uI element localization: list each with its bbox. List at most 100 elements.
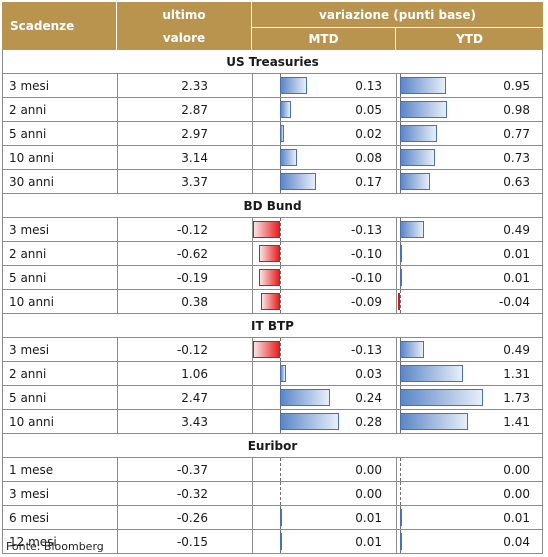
ytd-bar [400, 269, 402, 286]
mtd-value: 0.13 [355, 78, 382, 93]
ytd-cell: 0.01 [397, 266, 544, 289]
column-divider [396, 386, 397, 409]
ytd-bar [400, 77, 446, 94]
column-divider [117, 122, 118, 145]
mtd-bar [280, 413, 339, 430]
header-scadenze: Scadenze [10, 19, 75, 33]
mtd-bar [280, 125, 285, 142]
mtd-bar [280, 77, 308, 94]
mtd-bar [259, 269, 280, 286]
ytd-cell: 0.49 [397, 338, 544, 361]
column-divider [252, 506, 253, 529]
column-divider [396, 74, 397, 97]
mtd-cell: 0.17 [253, 170, 396, 193]
mtd-cell: 0.24 [253, 386, 396, 409]
ytd-cell: 1.31 [397, 362, 544, 385]
last-value: 3.43 [181, 414, 208, 429]
column-divider [117, 170, 118, 193]
ytd-value: 0.01 [503, 270, 530, 285]
column-divider [252, 362, 253, 385]
maturity-label: 2 anni [9, 246, 47, 261]
last-value: 2.87 [181, 102, 208, 117]
maturity-label: 3 mesi [9, 78, 50, 93]
mtd-bar [259, 245, 280, 262]
table-row: 10 anni 0.38 -0.09 -0.04 [3, 290, 542, 314]
table-header: Scadenze ultimo valore variazione (punti… [2, 2, 543, 50]
mtd-bar-axis [280, 290, 281, 313]
column-divider [396, 218, 397, 241]
ytd-cell: -0.04 [397, 290, 544, 313]
table-body: US Treasuries 3 mesi 2.33 0.13 0.95 2 anni 2.8… [2, 50, 543, 554]
ytd-cell: 1.41 [397, 410, 544, 433]
column-divider [252, 458, 253, 481]
column-divider [396, 530, 397, 553]
ytd-cell: 0.95 [397, 74, 544, 97]
last-value: 3.37 [181, 174, 208, 189]
ytd-bar [400, 149, 436, 166]
table-row: 30 anni 3.37 0.17 0.63 [3, 170, 542, 194]
mtd-cell: 0.28 [253, 410, 396, 433]
ytd-value: 1.73 [503, 390, 530, 405]
mtd-bar-axis [280, 338, 281, 361]
column-divider [117, 458, 118, 481]
header-ultimo: ultimo [162, 8, 206, 22]
mtd-cell: -0.09 [253, 290, 396, 313]
ytd-bar [400, 389, 484, 406]
mtd-bar-axis [280, 242, 281, 265]
header-divider [395, 28, 396, 50]
table-row: 10 anni 3.43 0.28 1.41 [3, 410, 542, 434]
column-divider [117, 98, 118, 121]
mtd-cell: 0.05 [253, 98, 396, 121]
ytd-value: 0.00 [503, 462, 530, 477]
last-value: -0.62 [176, 246, 208, 261]
ytd-value: 0.04 [503, 534, 530, 549]
column-divider [252, 98, 253, 121]
table-row: 2 anni 2.87 0.05 0.98 [3, 98, 542, 122]
ytd-value: 0.95 [503, 78, 530, 93]
mtd-cell: 0.00 [253, 458, 396, 481]
column-divider [117, 338, 118, 361]
ytd-bar [400, 101, 448, 118]
ytd-cell: 0.77 [397, 122, 544, 145]
maturity-label: 1 mese [9, 462, 54, 477]
table-row: 3 mesi -0.12 -0.13 0.49 [3, 218, 542, 242]
ytd-bar-axis [400, 458, 401, 481]
last-value: -0.37 [176, 462, 208, 477]
last-value: 0.38 [181, 294, 208, 309]
mtd-bar-axis [280, 266, 281, 289]
column-divider [117, 146, 118, 169]
mtd-value: 0.08 [355, 150, 382, 165]
ytd-value: 0.49 [503, 222, 530, 237]
column-divider [117, 266, 118, 289]
ytd-value: 0.73 [503, 150, 530, 165]
ytd-cell: 0.00 [397, 458, 544, 481]
column-divider [396, 266, 397, 289]
mtd-cell: 0.01 [253, 506, 396, 529]
table-row: 3 mesi -0.32 0.00 0.00 [3, 482, 542, 506]
maturity-label: 5 anni [9, 390, 47, 405]
column-divider [252, 530, 253, 553]
column-divider [252, 266, 253, 289]
section-title: IT BTP [3, 314, 542, 338]
mtd-bar [280, 533, 283, 550]
maturity-label: 3 mesi [9, 342, 50, 357]
column-divider [396, 98, 397, 121]
column-divider [252, 338, 253, 361]
mtd-bar [261, 293, 280, 310]
mtd-value: 0.01 [355, 534, 382, 549]
mtd-value: 0.05 [355, 102, 382, 117]
maturity-label: 5 anni [9, 270, 47, 285]
maturity-label: 12 mesi [9, 534, 57, 549]
mtd-bar [280, 389, 331, 406]
mtd-cell: 0.03 [253, 362, 396, 385]
last-value: -0.15 [176, 534, 208, 549]
section-title: Euribor [3, 434, 542, 458]
mtd-bar [280, 149, 297, 166]
header-variazione: variazione (punti base) [319, 8, 476, 22]
ytd-value: 0.77 [503, 126, 530, 141]
table-row: 6 mesi -0.26 0.01 0.01 [3, 506, 542, 530]
mtd-bar-axis [280, 218, 281, 241]
mtd-value: -0.09 [350, 294, 382, 309]
mtd-cell: 0.00 [253, 482, 396, 505]
column-divider [396, 122, 397, 145]
